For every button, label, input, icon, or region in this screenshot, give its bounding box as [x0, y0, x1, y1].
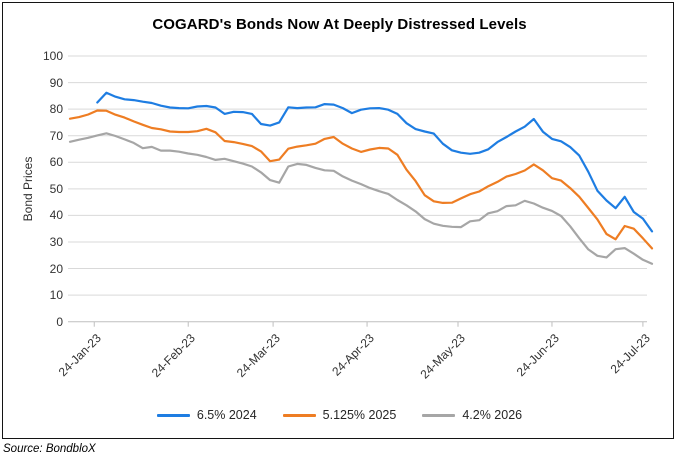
chart-title: COGARD's Bonds Now At Deeply Distressed … [152, 16, 527, 33]
legend-label: 6.5% 2024 [196, 408, 257, 422]
y-tick-label-90: 90 [49, 75, 63, 90]
y-tick-label-80: 80 [49, 102, 63, 117]
y-tick-label-50: 50 [49, 181, 63, 196]
y-tick-label-0: 0 [56, 314, 63, 329]
series-line-4-2-2026 [68, 132, 654, 265]
legend-item-6-5-2024: 6.5% 2024 [156, 408, 257, 422]
series-line-5-125-2025 [68, 109, 654, 250]
y-tick-label-40: 40 [49, 208, 63, 223]
legend-label: 5.125% 2025 [322, 408, 397, 422]
source-note: Source: BondbloX [3, 443, 96, 455]
legend-label: 4.2% 2026 [462, 408, 523, 422]
series-lines-group [68, 91, 654, 265]
legend-line-swatch [156, 413, 190, 417]
y-tick-label-10: 10 [49, 288, 63, 303]
y-tick-label-60: 60 [49, 155, 63, 170]
series-line-6-5-2024 [96, 91, 654, 233]
y-tick-label-30: 30 [49, 234, 63, 249]
legend-item-5-125-2025: 5.125% 2025 [282, 408, 397, 422]
gridlines-group [68, 55, 647, 323]
y-tick-label-100: 100 [42, 49, 63, 63]
legend-line-swatch [422, 413, 456, 417]
legend-line-swatch [282, 413, 316, 417]
y-tick-label-70: 70 [49, 128, 63, 143]
legend: 6.5% 2024 5.125% 2025 4.2% 2026 [0, 405, 679, 425]
y-tick-label-20: 20 [49, 261, 63, 276]
legend-item-4-2-2026: 4.2% 2026 [422, 408, 522, 422]
chart-frame [2, 2, 674, 439]
x-ticks-group [93, 321, 644, 327]
